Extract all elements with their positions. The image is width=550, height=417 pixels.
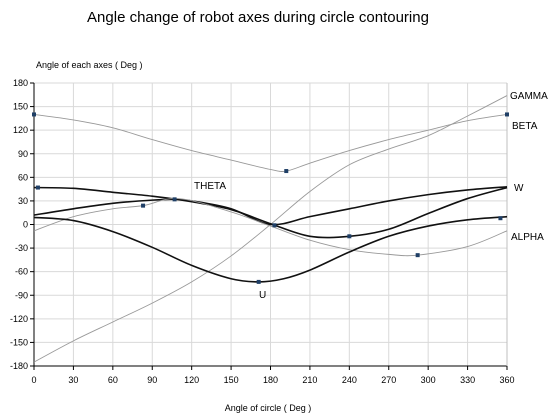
series-line-u	[33, 215, 508, 283]
series-line-theta	[33, 185, 508, 226]
series-marker-theta	[172, 197, 177, 202]
series-label-w: W	[514, 183, 524, 194]
series-label-theta: THETA	[194, 181, 226, 192]
series-markers	[32, 112, 509, 284]
y-tick-label: 60	[18, 172, 28, 182]
series-marker-w	[347, 234, 352, 239]
series-labels: GAMMA BETA W THETA ALPHA U	[194, 91, 548, 301]
series-label-u: U	[259, 290, 266, 301]
series-marker-beta	[32, 112, 36, 117]
x-tick-label: 30	[68, 375, 78, 385]
x-tick-label: 270	[381, 375, 396, 385]
series-label-gamma: GAMMA	[510, 91, 548, 102]
series-marker-alpha	[141, 203, 146, 208]
series-marker-beta	[284, 169, 289, 174]
y-tick-label: -90	[15, 290, 28, 300]
x-tick-label: 0	[31, 375, 36, 385]
x-axis-title: Angle of circle ( Deg )	[225, 403, 312, 413]
x-tick-label: 330	[460, 375, 475, 385]
series-marker-alpha	[415, 253, 420, 258]
y-tick-label: 90	[18, 149, 28, 159]
series-marker-w	[35, 185, 40, 190]
y-tick-label: 180	[13, 78, 28, 88]
series-line-beta	[33, 113, 508, 172]
series-marker-u	[256, 279, 261, 284]
x-tick-label: 120	[184, 375, 199, 385]
y-tick-label: -60	[15, 267, 28, 277]
x-tick-label: 180	[263, 375, 278, 385]
axes	[30, 82, 508, 370]
y-tick-label: -180	[10, 361, 28, 371]
series-label-beta: BETA	[512, 121, 538, 132]
x-tick-label: 210	[302, 375, 317, 385]
y-tick-label: 150	[13, 102, 28, 112]
series-marker-w	[498, 216, 503, 221]
x-tick-label: 300	[421, 375, 436, 385]
x-tick-label: 360	[499, 375, 514, 385]
series-marker-beta	[505, 112, 509, 117]
x-tick-label: 60	[108, 375, 118, 385]
series-label-alpha: ALPHA	[511, 232, 544, 243]
x-tick-label: 240	[342, 375, 357, 385]
x-tick-labels: 0 30 60 90 120 150 180 210 240 270 300 330 360	[31, 375, 514, 385]
series-marker-w	[272, 223, 277, 228]
chart-title: Angle change of robot axes during circle…	[87, 9, 429, 26]
y-tick-label: 0	[23, 220, 28, 230]
x-tick-label: 150	[224, 375, 239, 385]
y-tick-labels: 180 150 120 90 60 30 0 -30 -60 -90 -120 -150 -180	[10, 78, 28, 371]
y-tick-label: -150	[10, 337, 28, 347]
y-tick-label: -120	[10, 314, 28, 324]
x-tick-label: 90	[147, 375, 157, 385]
y-tick-label: -30	[15, 243, 28, 253]
y-tick-label: 120	[13, 125, 28, 135]
y-axis-title: Angle of each axes ( Deg )	[36, 60, 143, 70]
y-tick-label: 30	[18, 196, 28, 206]
